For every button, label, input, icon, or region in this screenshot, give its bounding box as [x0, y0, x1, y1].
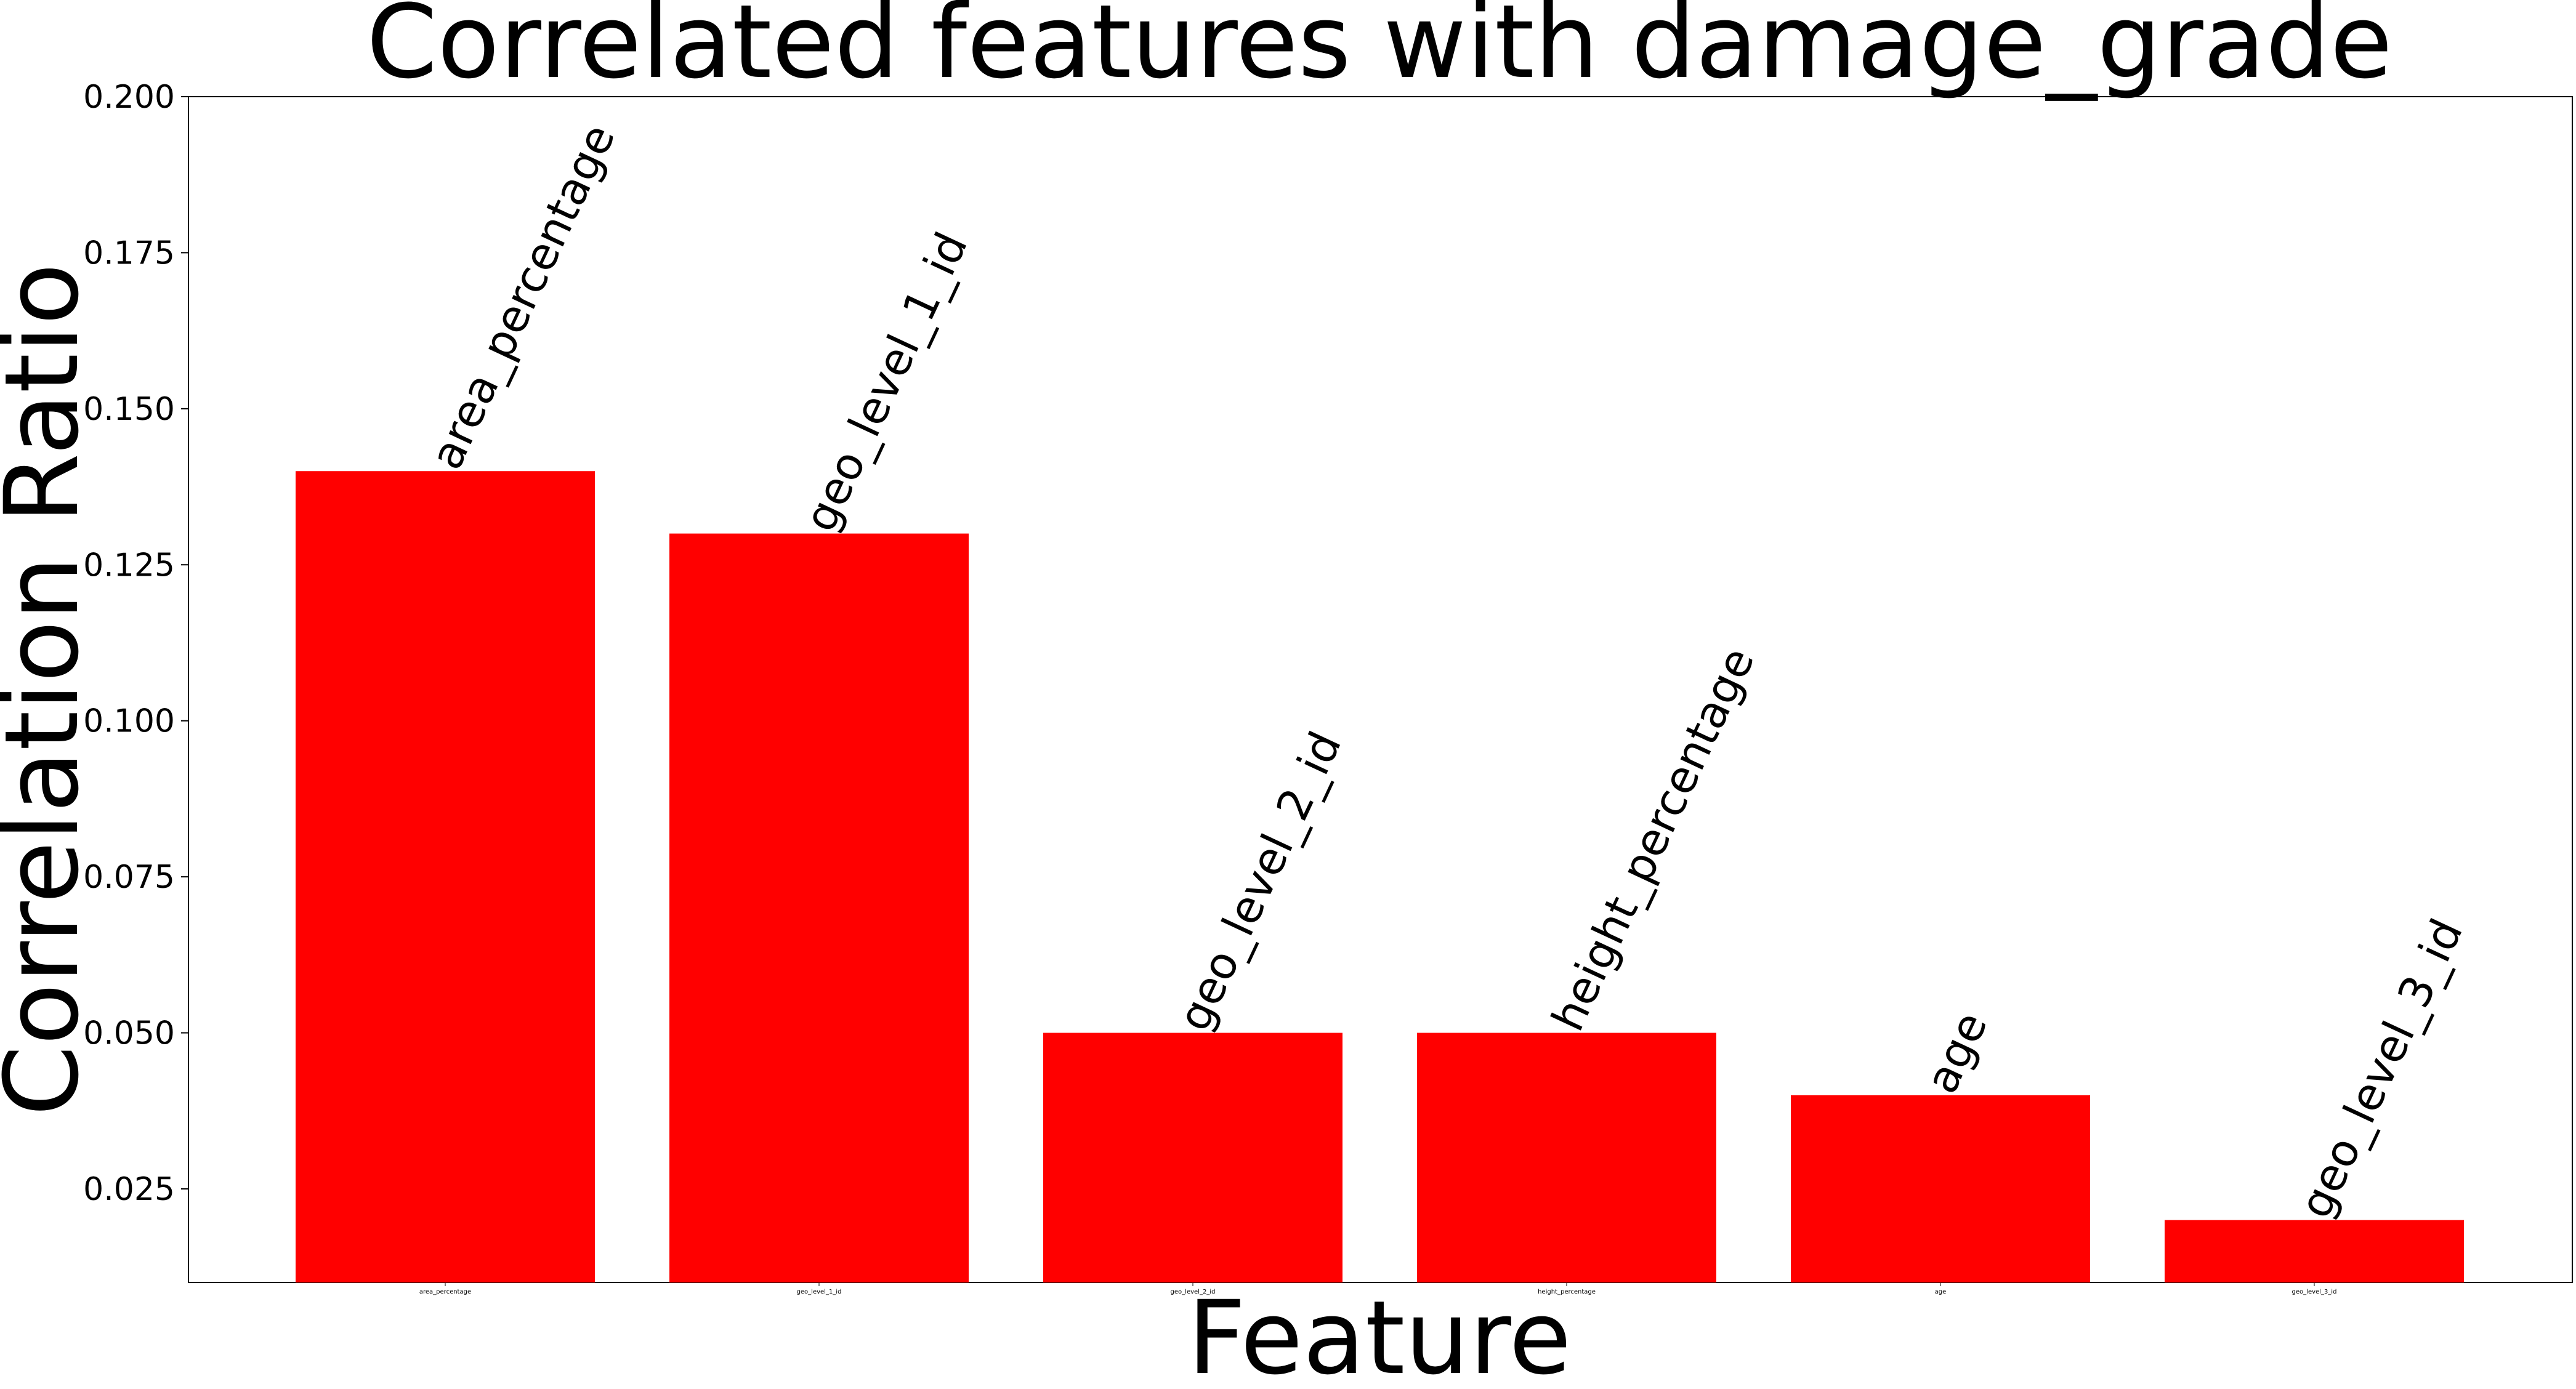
bar-label-geo-level-2-id: geo_level_2_id — [1168, 724, 1351, 1039]
plot-frame — [188, 96, 2573, 1283]
bar-age — [1791, 1095, 2090, 1282]
y-tick-label: 0.025 — [83, 1171, 175, 1208]
bar-label-area-percentage: area_percentage — [420, 116, 624, 477]
bar-geo-level-1-id — [669, 533, 969, 1283]
bar-geo-level-3-id — [2165, 1220, 2464, 1282]
x-axis-ticks: area_percentage geo_level_1_id geo_level_2… — [419, 1282, 2337, 1295]
x-tick-label: geo_level_2_id — [1171, 1289, 1216, 1295]
y-tick-label: 0.100 — [83, 703, 175, 740]
x-tick-label: geo_level_1_id — [797, 1289, 842, 1295]
bar-area-percentage — [296, 471, 595, 1283]
y-tick-label: 0.175 — [83, 235, 175, 272]
x-tick-label: age — [1935, 1289, 1947, 1295]
y-tick-label: 0.200 — [83, 79, 175, 116]
x-tick-label: geo_level_3_id — [2292, 1289, 2337, 1295]
bar-geo-level-2-id — [1043, 1033, 1343, 1282]
bar-label-age: age — [1915, 1004, 1997, 1101]
x-tick-label: height_percentage — [1538, 1289, 1596, 1295]
y-tick-label: 0.125 — [83, 547, 175, 584]
y-axis-label: Correlation Ratio — [0, 263, 101, 1116]
chart-title: Correlated features with damage_grade — [366, 0, 2392, 101]
bar-label-geo-level-1-id: geo_level_1_id — [794, 225, 977, 539]
x-tick-label: area_percentage — [419, 1289, 471, 1295]
bar-label-height-percentage: height_percentage — [1541, 640, 1764, 1039]
bar-label-geo-level-3-id: geo_level_3_id — [2289, 911, 2473, 1226]
bars — [296, 471, 2464, 1283]
plot-area: area_percentage geo_level_1_id geo_level_2… — [83, 79, 2573, 1295]
bar-height-percentage — [1417, 1033, 1716, 1282]
x-axis-label: Feature — [1187, 1279, 1572, 1389]
y-tick-label: 0.050 — [83, 1015, 175, 1052]
y-tick-label: 0.150 — [83, 391, 175, 428]
y-axis-ticks: 0.025 0.050 0.075 0.100 0.125 0.150 0.175 0.200 — [83, 79, 188, 1208]
y-tick-label: 0.075 — [83, 859, 175, 896]
